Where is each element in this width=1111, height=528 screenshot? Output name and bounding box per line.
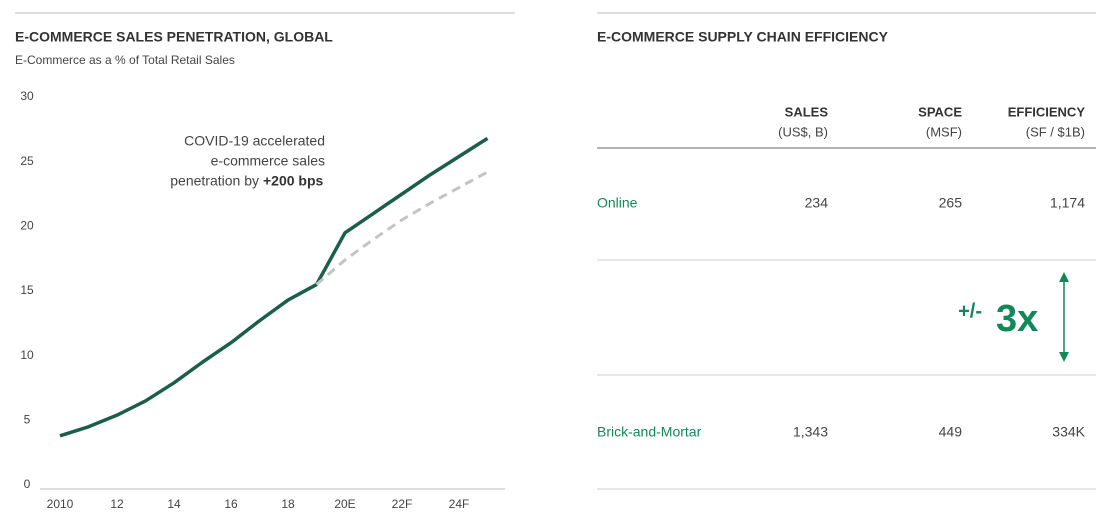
cell: 234 <box>805 195 829 211</box>
x-tick-label: 16 <box>224 497 238 511</box>
multiplier-prefix: +/- <box>958 300 982 322</box>
column-unit: (SF / $1B) <box>1026 124 1085 139</box>
annotation: e-commerce sales <box>211 153 325 169</box>
y-tick-label: 10 <box>20 348 34 362</box>
column-header: EFFICIENCY <box>1008 104 1086 119</box>
cell: 1,174 <box>1050 195 1085 211</box>
x-tick-label: 24F <box>449 497 470 511</box>
x-tick-label: 2010 <box>47 497 74 511</box>
annotation-bold: +200 bps <box>263 173 324 189</box>
multiplier: 3x <box>996 298 1038 340</box>
y-tick-label: 25 <box>20 154 34 168</box>
x-tick-label: 18 <box>281 497 295 511</box>
y-tick-label: 5 <box>24 413 31 427</box>
column-header: SPACE <box>918 104 962 119</box>
x-tick-label: 22F <box>392 497 413 511</box>
y-tick-label: 15 <box>20 283 34 297</box>
row-label: Online <box>597 195 638 211</box>
cell: 334K <box>1052 424 1085 440</box>
chart-title: E-COMMERCE SALES PENETRATION, GLOBAL <box>15 29 333 45</box>
cell: 1,343 <box>793 424 828 440</box>
y-tick-label: 0 <box>24 477 31 491</box>
column-unit: (MSF) <box>926 124 962 139</box>
table-title: E-COMMERCE SUPPLY CHAIN EFFICIENCY <box>597 29 889 45</box>
y-tick-label: 30 <box>20 89 34 103</box>
column-header: SALES <box>785 104 829 119</box>
annotation: COVID-19 accelerated <box>184 133 325 149</box>
arrow-heads <box>1059 272 1069 362</box>
y-tick-label: 20 <box>20 219 34 233</box>
line <box>315 170 489 286</box>
chart-subtitle: E-Commerce as a % of Total Retail Sales <box>15 53 235 67</box>
x-tick-label: 14 <box>167 497 181 511</box>
annotation: penetration by <box>170 173 259 189</box>
cell: 265 <box>939 195 963 211</box>
row-label: Brick-and-Mortar <box>597 424 702 440</box>
cell: 449 <box>939 424 963 440</box>
x-tick-label: 20E <box>334 497 355 511</box>
line <box>59 136 489 438</box>
x-tick-label: 12 <box>110 497 124 511</box>
column-unit: (US$, B) <box>778 124 828 139</box>
